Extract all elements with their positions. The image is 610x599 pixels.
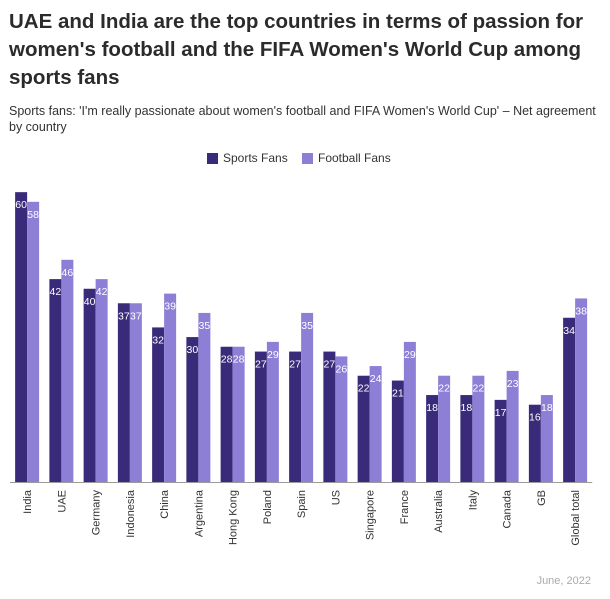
legend-item-sports-fans: Sports Fans	[207, 150, 288, 166]
data-label: 38	[575, 305, 587, 317]
data-label: 40	[84, 296, 96, 308]
bar-sports-fans	[528, 404, 541, 482]
data-label: 27	[255, 359, 267, 371]
x-tick-label: China	[159, 489, 171, 519]
bar-football-fans	[164, 293, 177, 482]
data-label: 18	[541, 402, 553, 414]
bar-football-fans	[95, 279, 108, 482]
data-label: 22	[438, 383, 450, 395]
legend-label-sports-fans: Sports Fans	[223, 151, 288, 165]
bar-football-fans	[335, 356, 348, 482]
data-label: 37	[130, 310, 142, 322]
legend-item-football-fans: Football Fans	[302, 150, 391, 166]
data-label: 21	[392, 388, 404, 400]
x-tick-label: Hong Kong	[228, 490, 240, 545]
data-label: 46	[62, 267, 74, 279]
x-tick-label: GB	[536, 490, 548, 506]
legend-swatch-football-fans	[302, 152, 313, 164]
bar-sports-fans	[254, 351, 267, 482]
bar-football-fans	[27, 201, 40, 483]
legend: Sports Fans Football Fans	[0, 150, 610, 166]
bar-football-fans	[438, 375, 451, 482]
data-label: 58	[27, 209, 39, 221]
bar-football-fans	[403, 341, 416, 482]
bar-football-fans	[232, 346, 245, 482]
bar-sports-fans	[49, 279, 62, 482]
bar-football-fans	[369, 366, 382, 482]
data-label: 23	[507, 378, 519, 390]
bar-sports-fans	[460, 395, 473, 482]
bar-sports-fans	[117, 303, 130, 482]
legend-swatch-sports-fans	[207, 152, 218, 164]
bar-sports-fans	[289, 351, 302, 482]
bar-sports-fans	[186, 337, 199, 482]
data-label: 32	[152, 334, 164, 346]
data-label: 16	[529, 412, 541, 424]
bar-football-fans	[575, 298, 588, 482]
data-label: 60	[15, 199, 27, 211]
chart-subtitle: Sports fans: 'I'm really passionate abou…	[9, 104, 596, 134]
data-label: 26	[336, 363, 348, 375]
chart-title: UAE and India are the top countries in t…	[9, 10, 584, 89]
data-label: 28	[233, 354, 245, 366]
bar-sports-fans	[357, 375, 370, 482]
x-tick-label: US	[330, 490, 342, 505]
footer-date: June, 2022	[536, 575, 591, 587]
data-label: 27	[289, 359, 301, 371]
data-label: 28	[221, 354, 233, 366]
x-tick-label: UAE	[56, 490, 68, 513]
x-tick-label: France	[399, 490, 411, 524]
x-tick-label: Indonesia	[125, 489, 137, 538]
data-label: 29	[404, 349, 416, 361]
bar-sports-fans	[426, 395, 439, 482]
bar-football-fans	[198, 312, 211, 482]
x-tick-label: Argentina	[193, 489, 205, 537]
x-tick-label: Poland	[262, 490, 274, 524]
data-label: 35	[199, 320, 211, 332]
bar-football-fans	[301, 312, 314, 482]
data-label: 29	[267, 349, 279, 361]
bar-football-fans	[506, 370, 519, 482]
bar-sports-fans	[323, 351, 336, 482]
legend-label-football-fans: Football Fans	[318, 151, 391, 165]
x-tick-label: Australia	[433, 489, 445, 533]
bar-football-fans	[266, 341, 279, 482]
data-label: 24	[370, 373, 382, 385]
data-label: 22	[473, 383, 485, 395]
data-label: 18	[461, 402, 473, 414]
x-tick-label: Spain	[296, 490, 308, 518]
data-label: 39	[164, 301, 176, 313]
data-label: 22	[358, 383, 370, 395]
data-label: 34	[563, 325, 575, 337]
x-tick-label: Canada	[502, 489, 514, 528]
bar-football-fans	[540, 395, 553, 482]
data-label: 30	[187, 344, 199, 356]
x-tick-label: Singapore	[365, 490, 377, 540]
bar-football-fans	[61, 259, 74, 482]
x-tick-label: Germany	[91, 490, 103, 536]
bar-sports-fans	[15, 192, 28, 482]
bar-sports-fans	[152, 327, 165, 482]
data-label: 35	[301, 320, 313, 332]
data-label: 37	[118, 310, 130, 322]
data-label: 27	[324, 359, 336, 371]
bar-football-fans	[129, 303, 142, 482]
x-tick-label: Italy	[467, 490, 479, 511]
data-label: 42	[96, 286, 108, 298]
bar-sports-fans	[220, 346, 233, 482]
bar-football-fans	[472, 375, 485, 482]
x-tick-label: Global total	[570, 490, 582, 546]
bar-sports-fans	[494, 399, 507, 482]
x-tick-label: India	[22, 489, 34, 514]
data-label: 17	[495, 407, 507, 419]
bar-sports-fans	[563, 317, 576, 482]
data-label: 42	[50, 286, 62, 298]
data-label: 18	[426, 402, 438, 414]
bar-sports-fans	[83, 288, 96, 482]
bar-sports-fans	[391, 380, 404, 482]
